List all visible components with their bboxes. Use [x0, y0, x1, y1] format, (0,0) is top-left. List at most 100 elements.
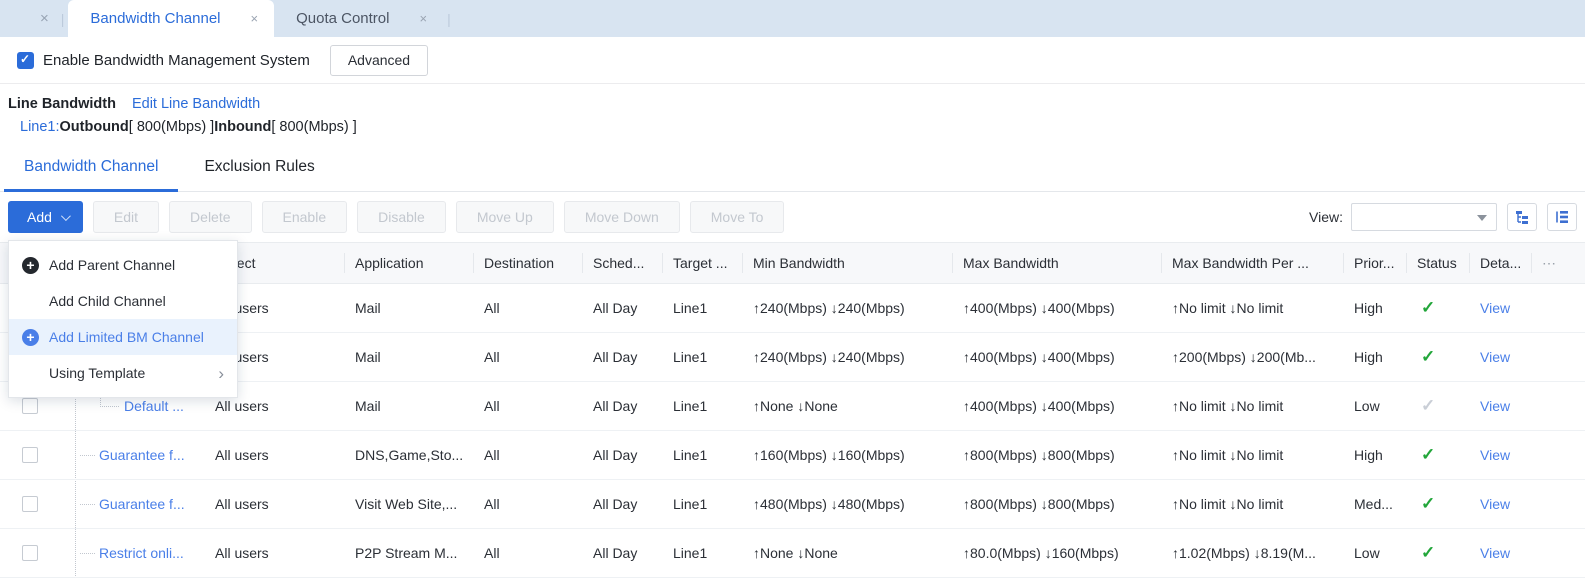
cell-destination: All: [484, 349, 500, 365]
cell-status: ✓: [1407, 543, 1470, 563]
view-link[interactable]: View: [1480, 349, 1511, 365]
bandwidth-channel-table: ObjectApplicationDestinationSched...Targ…: [0, 242, 1585, 578]
status-enabled-icon: ✓: [1421, 298, 1436, 317]
cell-application: Mail: [355, 349, 381, 365]
column-header-max: Max Bandwidth: [953, 253, 1162, 273]
menu-item-add-parent-channel[interactable]: Add Parent Channel: [9, 247, 237, 283]
cell-max-bandwidth-per-user: ↑200(Mbps) ↓200(Mb...: [1172, 349, 1316, 365]
tree-connector: [80, 503, 95, 505]
view-link[interactable]: View: [1480, 300, 1511, 316]
table-row: Restrict onli... All users P2P Stream M...…: [0, 529, 1585, 578]
edit-line-bandwidth-link[interactable]: Edit Line Bandwidth: [131, 96, 261, 112]
cell-priority: Low: [1354, 398, 1380, 414]
column-settings-icon[interactable]: ⋯: [1542, 255, 1557, 271]
menu-item-label: Using Template: [49, 365, 146, 381]
cell-application: Mail: [355, 398, 381, 414]
channel-name-link[interactable]: Default ...: [124, 398, 184, 414]
cell-min-bandwidth: ↑480(Mbps) ↓480(Mbps): [753, 496, 905, 512]
toolbar-button-disable[interactable]: Disable: [357, 201, 446, 233]
view-link[interactable]: View: [1480, 545, 1511, 561]
cell-max-bandwidth: ↑400(Mbps) ↓400(Mbps): [963, 398, 1115, 414]
cell-schedule: All Day: [593, 349, 638, 365]
table-row: Default ... All users Mail All All Day Line1 ↑…: [0, 382, 1585, 431]
row-checkbox[interactable]: [22, 545, 38, 561]
channel-name-link[interactable]: Restrict onli...: [99, 545, 184, 561]
plus-circle-blue-icon: [22, 328, 39, 346]
cell-detail: View: [1470, 349, 1532, 365]
cell-destination: All: [484, 545, 500, 561]
icon-placeholder: [22, 365, 39, 382]
tab-exclusion-rules[interactable]: Exclusion Rules: [204, 158, 315, 175]
channel-name-link[interactable]: Guarantee f...: [99, 496, 185, 512]
add-button[interactable]: Add: [8, 201, 83, 233]
tab-bandwidth-channel[interactable]: Bandwidth Channel: [4, 145, 179, 192]
window-tab-quota-control[interactable]: Quota Control ×: [274, 0, 443, 37]
table-row: Guarantee f... All users Visit Web Site,..…: [0, 480, 1585, 529]
cell-priority: High: [1354, 300, 1383, 316]
menu-item-add-limited-bm-channel[interactable]: Add Limited BM Channel: [9, 319, 237, 355]
tree-connector: [80, 454, 95, 456]
row-checkbox[interactable]: [22, 447, 38, 463]
cell-target-line: Line1: [673, 398, 708, 414]
cell-status: ✓: [1407, 298, 1470, 318]
enable-bandwidth-checkbox[interactable]: [17, 51, 34, 69]
toolbar-button-edit[interactable]: Edit: [92, 201, 160, 233]
cell-destination: All: [484, 496, 500, 512]
chevron-down-icon: [60, 210, 71, 221]
advanced-button[interactable]: Advanced: [329, 44, 429, 76]
toolbar-button-delete[interactable]: Delete: [169, 201, 252, 233]
column-header-min: Min Bandwidth: [743, 253, 953, 273]
cell-application: Visit Web Site,...: [355, 496, 458, 512]
view-link[interactable]: View: [1480, 496, 1511, 512]
enable-bandwidth-label: Enable Bandwidth Management System: [43, 51, 310, 69]
window-tab-bar: × | Bandwidth Channel × Quota Control × …: [0, 0, 1585, 37]
menu-item-using-template[interactable]: Using Template ›: [9, 355, 237, 391]
cell-max-bandwidth-per-user: ↑1.02(Mbps) ↓8.19(M...: [1172, 545, 1316, 561]
close-icon[interactable]: ×: [419, 11, 428, 26]
toolbar-button-move-up[interactable]: Move Up: [455, 201, 554, 233]
toolbar-button-move-to[interactable]: Move To: [689, 201, 785, 233]
view-link[interactable]: View: [1480, 447, 1511, 463]
view-select[interactable]: [1351, 203, 1497, 231]
line1-bandwidth-row: Line1:Outbound[ 800(Mbps) ]Inbound[ 800(…: [8, 119, 1577, 135]
cell-target-line: Line1: [673, 496, 708, 512]
row-checkbox[interactable]: [22, 398, 38, 414]
cell-max-bandwidth-per-user: ↑No limit ↓No limit: [1172, 398, 1284, 414]
view-label: View:: [1309, 209, 1343, 225]
window-tab-label: Quota Control: [296, 10, 390, 27]
cell-application: Mail: [355, 300, 381, 316]
menu-item-add-child-channel[interactable]: Add Child Channel: [9, 283, 237, 319]
status-enabled-icon: ✓: [1421, 494, 1436, 513]
view-link[interactable]: View: [1480, 398, 1511, 414]
cell-destination: All: [484, 300, 500, 316]
cell-max-bandwidth: ↑800(Mbps) ↓800(Mbps): [963, 447, 1115, 463]
tree-view-button[interactable]: [1507, 203, 1537, 231]
cell-application: DNS,Game,Sto...: [355, 447, 464, 463]
cell-target-line: Line1: [673, 447, 708, 463]
channel-name-link[interactable]: Guarantee f...: [99, 447, 185, 463]
cell-object: All users: [215, 496, 269, 512]
toolbar-button-enable[interactable]: Enable: [261, 201, 348, 233]
list-view-button[interactable]: [1547, 203, 1577, 231]
column-header-application: Application: [345, 253, 474, 273]
cell-object: All users: [215, 447, 269, 463]
close-icon[interactable]: ×: [40, 10, 49, 27]
row-checkbox[interactable]: [22, 496, 38, 512]
cell-priority: Med...: [1354, 496, 1393, 512]
line-bandwidth-title: Line Bandwidth: [8, 96, 116, 112]
tab-separator: |: [60, 10, 65, 27]
cell-detail: View: [1470, 545, 1532, 561]
cell-detail: View: [1470, 398, 1532, 414]
cell-min-bandwidth: ↑None ↓None: [753, 545, 838, 561]
menu-item-label: Add Child Channel: [49, 293, 166, 309]
outbound-value: [ 800(Mbps) ]: [128, 119, 215, 135]
cell-detail: View: [1470, 300, 1532, 316]
toolbar-right: View:: [1309, 203, 1577, 231]
inbound-label: Inbound: [214, 119, 272, 135]
icon-placeholder: [22, 293, 39, 310]
close-icon[interactable]: ×: [250, 11, 259, 26]
cell-max-bandwidth: ↑80.0(Mbps) ↓160(Mbps): [963, 545, 1119, 561]
toolbar-button-move-down[interactable]: Move Down: [563, 201, 680, 233]
window-tab-bandwidth-channel[interactable]: Bandwidth Channel ×: [68, 0, 275, 37]
add-dropdown-menu: Add Parent Channel Add Child Channel Add L…: [8, 240, 238, 398]
